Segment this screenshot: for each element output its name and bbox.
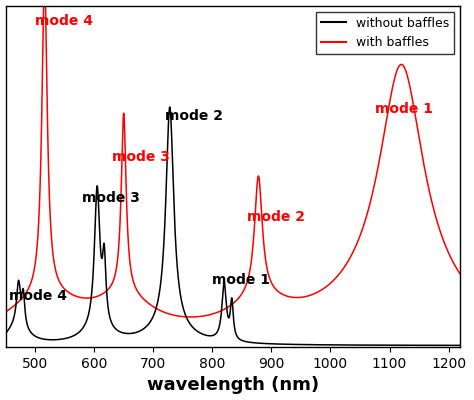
Text: mode 4: mode 4 [9, 289, 66, 303]
Text: mode 1: mode 1 [212, 273, 270, 287]
X-axis label: wavelength (nm): wavelength (nm) [147, 376, 319, 394]
Legend: without baffles, with baffles: without baffles, with baffles [316, 12, 454, 54]
Text: mode 2: mode 2 [246, 210, 305, 224]
Text: mode 4: mode 4 [35, 14, 93, 28]
Text: mode 3: mode 3 [112, 150, 170, 164]
Text: mode 3: mode 3 [82, 191, 140, 205]
Text: mode 2: mode 2 [165, 108, 223, 122]
Text: mode 1: mode 1 [375, 102, 433, 116]
